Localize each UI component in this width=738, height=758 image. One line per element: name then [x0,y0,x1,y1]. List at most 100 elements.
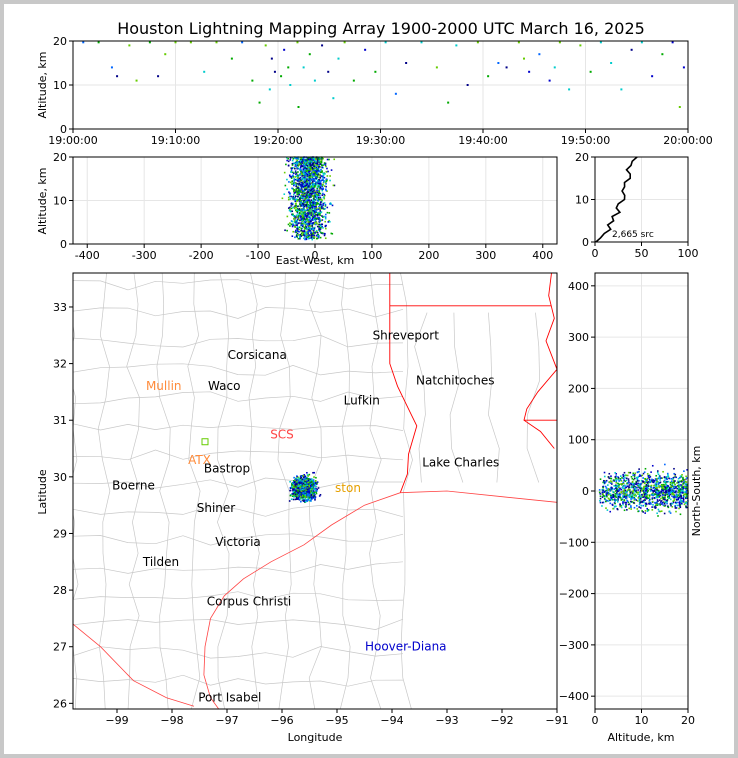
lightning-source [676,487,678,490]
lightning-source [314,211,316,214]
lightning-source [320,171,322,174]
lightning-source [298,208,301,210]
lightning-source [644,481,647,483]
lightning-source [618,480,620,482]
lightning-source [505,66,508,69]
lightning-source [307,237,310,240]
lightning-source [674,473,677,476]
lightning-source [295,224,297,227]
lightning-source [306,185,309,188]
plan-view-axes [72,272,558,710]
x-tick-label: −92 [490,714,513,727]
lightning-source [314,232,316,234]
lightning-source [630,495,633,498]
lightning-source [332,184,335,187]
lightning-source [640,482,642,485]
lightning-source [637,510,639,513]
lightning-source [679,480,681,483]
lightning-source [306,212,308,215]
place-label: Port Isabel [198,691,261,705]
lightning-source [678,484,680,486]
lightning-source [643,493,646,496]
lightning-source [306,179,309,182]
lightning-source [319,224,322,226]
lightning-source [666,493,669,496]
lightning-source [618,489,621,492]
lightning-source [622,503,624,506]
lightning-source [304,169,306,171]
lightning-source [673,472,675,475]
lightning-source [661,493,664,496]
lightning-source [629,471,632,474]
lightning-source [309,211,311,214]
lightning-source [297,480,300,483]
y-tick-label: 0 [582,236,589,249]
lightning-source [316,164,319,167]
lightning-source [674,490,676,493]
lightning-source [644,510,647,512]
lightning-source [286,188,288,191]
lightning-source [320,205,323,208]
lightning-source [291,235,294,238]
lightning-source [297,189,299,192]
place-label: Shiner [197,501,236,515]
lightning-source [311,232,314,235]
lightning-source [323,197,326,200]
lightning-source [663,512,666,515]
lightning-source [308,181,311,184]
lightning-source [304,495,307,498]
y-tick-label: −300 [559,639,589,652]
y-tick-label: 26 [53,697,67,710]
lightning-source [662,498,664,501]
lightning-source [635,495,637,497]
lightning-source [598,491,601,494]
lightning-source [645,487,647,490]
lightning-source [657,496,659,498]
lightning-source [290,169,293,172]
lightning-source [313,234,316,237]
lightning-source [314,487,317,490]
lightning-source [614,485,617,488]
lightning-source [621,477,623,479]
lightning-source [294,171,297,174]
lightning-source [317,212,320,215]
lightning-source [315,196,317,198]
lightning-source [305,170,308,172]
lightning-source [318,191,320,194]
x-tick-label: −96 [270,714,293,727]
lightning-source [298,481,300,484]
lightning-source [627,501,630,504]
lightning-source [642,486,645,489]
lightning-source [295,230,298,232]
lightning-source [675,496,678,499]
lightning-source [683,479,685,481]
lightning-source [313,490,315,492]
lightning-source [292,498,295,501]
lightning-source [302,200,305,203]
lightning-source [655,506,657,509]
lightning-source [307,232,309,235]
lightning-source [303,209,306,212]
lightning-source [641,480,644,482]
lightning-source [294,236,296,239]
lightning-source [319,196,322,199]
lightning-source [638,475,641,478]
lightning-source [683,486,686,488]
lightning-source [312,202,315,204]
lightning-source [620,488,623,491]
lightning-source [310,189,312,192]
lightning-source [309,166,311,169]
lightning-source [683,470,685,472]
lightning-source [301,499,304,502]
lightning-source [644,505,647,507]
lightning-source [641,474,644,477]
lightning-source [306,481,308,483]
lightning-source [304,178,306,181]
lightning-source [645,486,647,489]
lightning-source [309,479,312,481]
lightning-source [311,208,313,211]
lightning-source [636,480,639,482]
x-tick-label: 0 [592,247,599,260]
lightning-source [308,479,311,482]
